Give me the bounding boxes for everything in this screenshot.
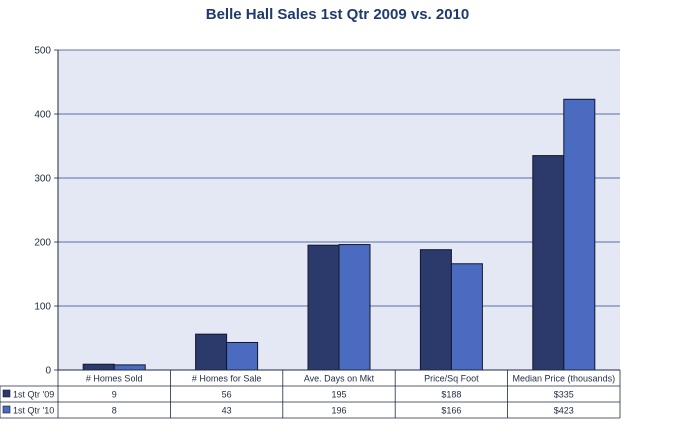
bar-q1-2010 (563, 98, 596, 371)
table-value: 196 (331, 406, 346, 416)
chart-title: Belle Hall Sales 1st Qtr 2009 vs. 2010 (205, 6, 470, 23)
bar-q1-2009 (419, 249, 452, 371)
table-value: 8 (112, 406, 117, 416)
table-value: $166 (441, 406, 461, 416)
bar-q1-2010 (113, 364, 146, 371)
bar-q1-2010 (226, 341, 259, 371)
table-value: $188 (441, 390, 461, 400)
y-tick-label: 200 (34, 238, 51, 249)
legend-series-name: 1st Qtr '09 (13, 390, 54, 400)
x-category-label: # Homes for Sale (192, 374, 262, 384)
table-value: 56 (222, 390, 232, 400)
table-value: $335 (554, 390, 574, 400)
bar-q1-2009 (532, 155, 565, 371)
y-tick-label: 500 (34, 46, 51, 57)
x-category-label: Median Price (thousands) (513, 374, 616, 384)
x-category-label: # Homes Sold (86, 374, 143, 384)
x-category-label: Price/Sq Foot (424, 374, 479, 384)
table-value: 9 (112, 390, 117, 400)
bar-q1-2009 (82, 363, 115, 371)
bar-q1-2009 (195, 333, 228, 371)
table-value: $423 (554, 406, 574, 416)
legend-swatch (2, 389, 11, 398)
bar-q1-2010 (450, 263, 483, 371)
table-value: 43 (222, 406, 232, 416)
y-tick-label: 0 (45, 366, 51, 377)
bar-q1-2009 (307, 244, 340, 371)
bar-q1-2010 (338, 244, 371, 371)
y-tick-label: 100 (34, 302, 51, 313)
x-category-label: Ave. Days on Mkt (304, 374, 375, 384)
table-value: 195 (331, 390, 346, 400)
legend-swatch (2, 405, 11, 414)
y-tick-label: 300 (34, 174, 51, 185)
y-tick-label: 400 (34, 110, 51, 121)
legend-series-name: 1st Qtr '10 (13, 406, 54, 416)
